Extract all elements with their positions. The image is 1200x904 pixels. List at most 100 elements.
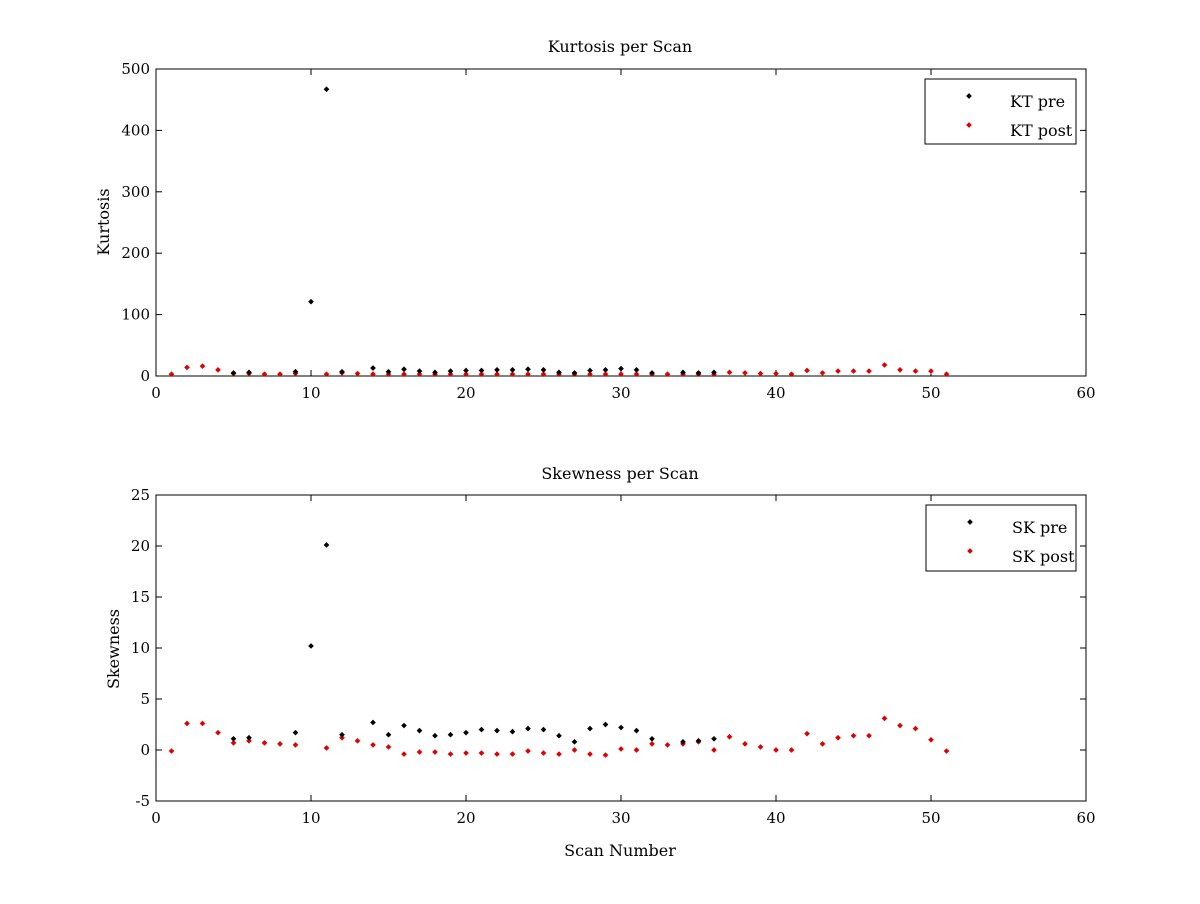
data-point-kt-post	[602, 371, 609, 377]
data-point-kt-post	[742, 370, 748, 376]
legend-label-kt-post: KT post	[1010, 121, 1073, 140]
data-point-sk-post	[168, 748, 175, 754]
data-point-kt-post	[757, 370, 764, 377]
data-point-kt-post	[463, 371, 469, 377]
data-point-sk-post	[401, 751, 407, 757]
data-point-kt-post	[168, 371, 175, 377]
data-point-sk-pre	[633, 727, 640, 734]
skewness-x-tick-label: 10	[301, 809, 320, 827]
data-point-kt-post	[416, 371, 423, 377]
skewness-title: Skewness per Scan	[541, 464, 698, 483]
data-point-kt-post	[912, 368, 919, 374]
data-point-sk-post	[277, 741, 283, 747]
data-point-kt-pre	[292, 368, 299, 375]
data-point-sk-post	[370, 742, 376, 748]
data-point-kt-post	[819, 370, 826, 376]
data-point-sk-post	[354, 737, 361, 744]
skewness-legend-box	[925, 504, 1077, 572]
kurtosis-x-tick-label: 30	[611, 384, 630, 402]
kurtosis-y-tick-label: 200	[121, 244, 150, 262]
kurtosis-y-axis-label: Kurtosis	[94, 188, 113, 255]
data-point-kt-pre	[432, 369, 438, 376]
data-point-kt-pre	[695, 370, 702, 376]
data-point-kt-pre	[478, 367, 485, 374]
data-point-kt-post	[401, 371, 407, 377]
data-point-sk-post	[339, 734, 345, 741]
data-point-sk-pre	[695, 737, 702, 744]
data-point-kt-post	[850, 368, 857, 374]
data-point-sk-pre	[478, 726, 485, 733]
data-point-sk-post	[556, 751, 562, 757]
data-point-sk-post	[618, 746, 624, 752]
data-point-kt-post	[323, 371, 330, 377]
kurtosis-legend: KT pre KT post	[924, 78, 1077, 145]
kurtosis-x-tick-label: 20	[456, 384, 475, 402]
legend-marker-sk-pre	[967, 519, 973, 525]
data-point-kt-pre	[246, 369, 252, 376]
kurtosis-x-tick-label: 0	[151, 384, 161, 402]
data-point-kt-post	[866, 368, 872, 374]
data-point-sk-post	[540, 750, 547, 756]
skewness-x-axis-label: Scan Number	[564, 841, 676, 860]
data-point-kt-pre	[370, 365, 376, 371]
data-point-kt-pre	[385, 368, 392, 375]
legend-marker-sk-post	[967, 548, 973, 554]
data-point-sk-post	[788, 747, 795, 753]
data-point-sk-pre	[292, 729, 299, 736]
kurtosis-y-tick-label: 0	[140, 367, 150, 385]
data-point-sk-post	[525, 748, 531, 754]
data-point-sk-pre	[525, 725, 531, 732]
skewness-data-points	[168, 542, 950, 758]
data-point-sk-post	[757, 744, 764, 750]
data-point-sk-pre	[711, 735, 717, 742]
data-point-sk-pre	[323, 542, 330, 548]
skewness-y-tick-label: 20	[131, 537, 150, 555]
data-point-sk-pre	[618, 724, 624, 731]
data-point-sk-post	[633, 747, 640, 753]
data-point-kt-post	[633, 371, 640, 377]
data-point-sk-pre	[649, 735, 655, 742]
skewness-y-tick-label: -5	[135, 792, 150, 810]
kurtosis-x-tick-label: 60	[1076, 384, 1095, 402]
data-point-sk-pre	[370, 719, 376, 726]
skewness-x-tick-label: 0	[151, 809, 161, 827]
data-point-kt-pre	[618, 365, 624, 372]
data-point-sk-post	[773, 747, 779, 753]
data-point-sk-post	[881, 715, 888, 722]
data-point-sk-pre	[509, 728, 516, 735]
data-point-sk-post	[199, 720, 206, 727]
data-point-kt-post	[804, 367, 810, 374]
data-point-sk-pre	[432, 732, 438, 739]
data-point-sk-post	[587, 751, 593, 757]
kurtosis-data-points	[168, 86, 950, 377]
kurtosis-x-tick-label: 40	[766, 384, 785, 402]
data-point-kt-post	[897, 367, 903, 373]
data-point-sk-pre	[680, 739, 686, 745]
skewness-x-tick-label: 40	[766, 809, 785, 827]
legend-label-sk-post: SK post	[1012, 547, 1075, 566]
data-point-kt-pre	[711, 369, 717, 376]
skewness-y-tick-label: 10	[131, 639, 150, 657]
skewness-y-tick-label: 0	[140, 741, 150, 759]
data-point-kt-post	[478, 371, 485, 377]
data-point-sk-post	[726, 733, 733, 740]
data-point-kt-pre	[649, 370, 655, 376]
data-point-sk-post	[509, 751, 516, 757]
data-point-kt-post	[881, 362, 888, 368]
legend-marker-kt-pre	[966, 93, 972, 99]
data-point-sk-post	[494, 751, 500, 757]
kurtosis-legend-box	[924, 78, 1077, 145]
data-point-kt-pre	[463, 367, 469, 374]
skewness-y-axis-label: Skewness	[104, 609, 123, 689]
data-point-kt-post	[525, 371, 531, 377]
data-point-kt-pre	[308, 298, 314, 305]
data-point-sk-post	[835, 734, 841, 741]
data-point-kt-post	[370, 371, 376, 377]
skewness-panel: Skewness per Scan Skewness Scan Number 0…	[104, 464, 1096, 860]
skewness-x-tick-label: 50	[921, 809, 940, 827]
legend-label-sk-pre: SK pre	[1012, 518, 1067, 537]
kurtosis-panel: Kurtosis per Scan Kurtosis 0 10 20 30 40 50 60…	[94, 37, 1096, 402]
data-point-kt-pre	[509, 367, 516, 373]
data-point-sk-post	[432, 749, 438, 755]
